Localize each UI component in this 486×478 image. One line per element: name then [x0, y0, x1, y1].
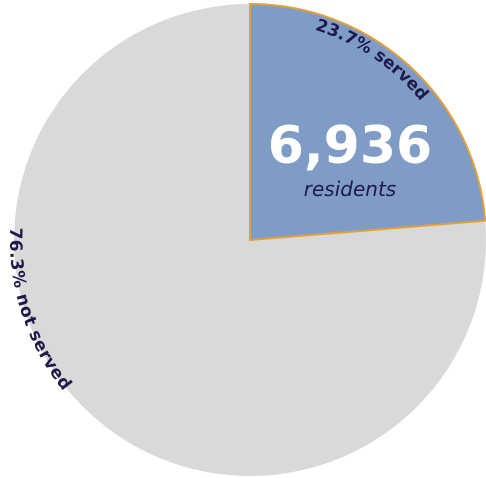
served-count-value: 6,936 [268, 116, 432, 176]
slices-layer [14, 2, 486, 477]
served-count-unit: residents [304, 177, 396, 201]
served-slice [249, 2, 486, 242]
